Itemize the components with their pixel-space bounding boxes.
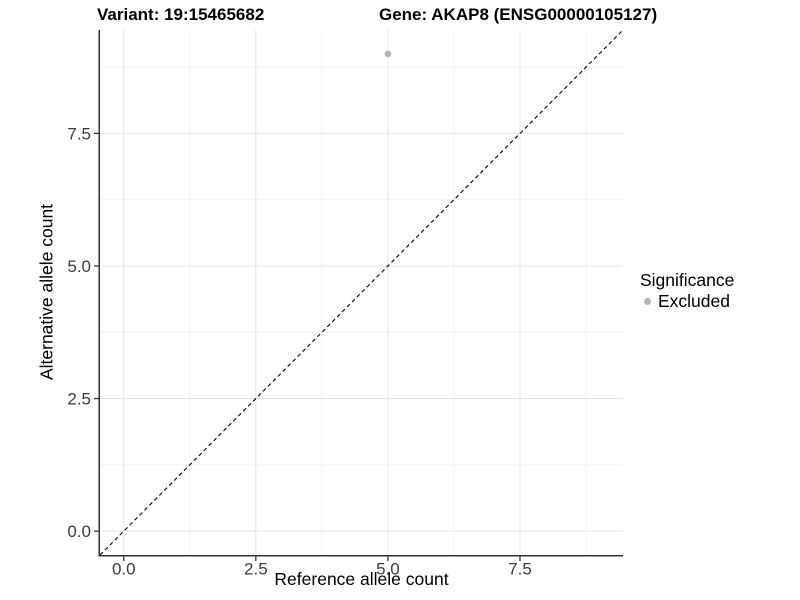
y-axis-title: Alternative allele count [36,203,57,381]
legend: Significance Excluded [640,270,734,311]
variant-title: Variant: 19:15465682 [97,5,265,24]
x-tick-label: 5.0 [376,560,400,579]
excluded-marker-dot-icon [644,297,651,305]
x-tick-label: 0.0 [112,560,136,579]
x-tick-label: 2.5 [244,560,268,579]
y-tick-label: 7.5 [67,124,91,143]
identity-reference-line [99,29,624,556]
y-tick-label: 5.0 [67,257,91,276]
legend-title: Significance [640,270,735,290]
gene-title: Gene: AKAP8 (ENSG00000105127) [379,5,658,24]
x-axis-title: Reference allele count [274,569,449,589]
data-point [384,50,392,58]
legend-entry-label: Excluded [658,290,730,311]
x-tick-label: 7.5 [508,560,532,579]
legend-entry: Excluded [640,291,734,311]
y-tick-label: 0.0 [67,522,91,541]
y-tick-label: 2.5 [67,390,91,409]
